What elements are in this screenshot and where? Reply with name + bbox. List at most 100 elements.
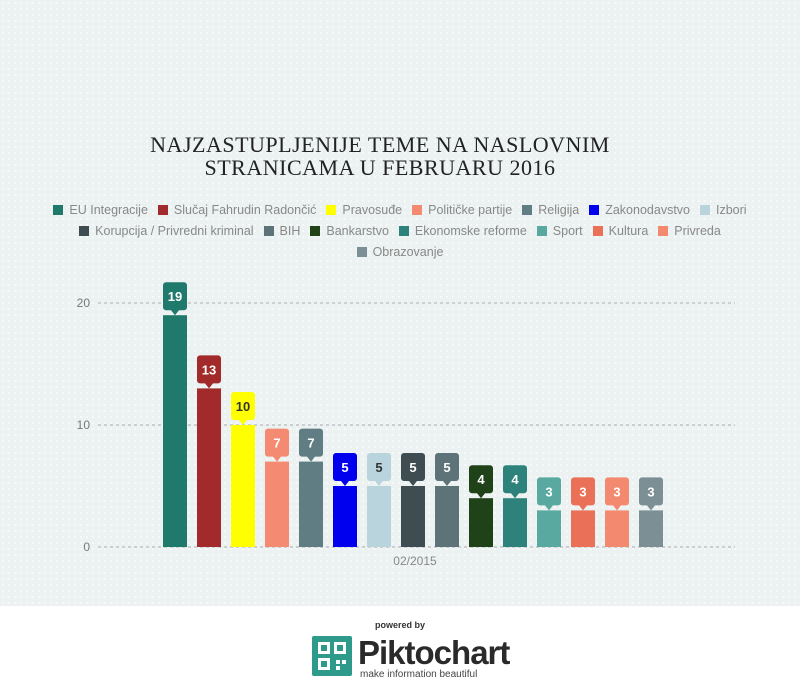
legend-label: Ekonomske reforme [414,224,527,238]
legend-label: Zakonodavstvo [605,203,690,217]
legend-item[interactable]: Religija [522,200,579,221]
data-label: 3 [545,484,552,499]
data-label-bubble [163,282,187,316]
legend-label: Religija [538,203,580,217]
bar [163,315,187,547]
data-label-bubble [571,477,595,511]
data-label: 5 [443,460,450,475]
bar [605,510,629,547]
y-tick-label: 20 [77,296,91,310]
data-label: 3 [613,484,620,499]
legend-item[interactable]: Pravosuđe [326,200,402,221]
bar [571,510,595,547]
footer: powered by Piktochart make information b… [0,606,800,688]
legend-item[interactable]: Slučaj Fahrudin Radončić [157,200,317,221]
bar [401,486,425,547]
legend-label: Sport [552,224,583,238]
legend-label: Slučaj Fahrudin Radončić [173,203,317,217]
x-category-label: 02/2015 [393,554,437,568]
bar [537,510,561,547]
legend-swatch [522,205,533,215]
legend-item[interactable]: EU Integracije [53,200,148,221]
bar [639,510,663,547]
legend-label: Političke partije [428,203,513,217]
data-label: 4 [477,472,485,487]
legend-item[interactable]: Zakonodavstvo [589,200,690,221]
data-label: 3 [647,484,654,499]
chart-title-line-1: NAJZASTUPLJENIJE TEME NA NASLOVNIM [150,132,610,157]
bar [469,498,493,547]
chart-title-line-2: STRANICAMA U FEBRUARU 2016 [204,155,556,180]
data-label-bubble [469,465,493,499]
legend-item[interactable]: Sport [536,221,583,242]
data-label-bubble [503,465,527,499]
data-label-bubble [639,477,663,511]
data-label: 10 [236,399,250,414]
data-label: 5 [409,460,416,475]
data-label-bubble [265,428,289,462]
legend-label: Bankarstvo [326,224,389,238]
data-label-bubble [197,355,221,389]
data-label-bubble [299,428,323,462]
data-label-bubble [231,392,255,425]
legend-item[interactable]: Korupcija / Privredni kriminal [79,221,254,242]
legend-swatch [326,205,337,215]
legend-swatch [157,205,168,215]
legend-label: Privreda [674,224,721,238]
legend-item[interactable]: BIH [263,221,301,242]
powered-by-text: powered by [374,620,425,630]
data-label: 3 [579,484,586,499]
legend-swatch [658,226,669,236]
legend-swatch [536,226,547,236]
bar [503,498,527,547]
legend-label: BIH [279,224,301,238]
y-tick-label: 10 [77,418,91,432]
legend-item[interactable]: Privreda [658,221,721,242]
data-label: 5 [341,460,348,475]
legend-label: Pravosuđe [342,203,403,217]
legend-swatch [589,205,600,215]
legend-label: Izbori [716,203,747,217]
legend-swatch [412,205,423,215]
legend-swatch [79,226,90,236]
legend-item[interactable]: Političke partije [412,200,512,221]
chart-title: NAJZASTUPLJENIJE TEME NA NASLOVNIM STRAN… [100,133,660,179]
legend-swatch [53,205,64,215]
legend-swatch [700,205,710,215]
legend-item[interactable]: Izbori [700,200,747,221]
data-label-bubble [605,477,629,511]
data-label-bubble [401,453,425,486]
data-label: 13 [202,362,216,377]
data-label-bubble [435,453,459,486]
bar [299,461,323,547]
data-label-bubble [367,453,391,486]
bar [197,388,221,547]
data-label-bubble [537,477,561,511]
y-tick-label: 0 [83,540,90,554]
bar [333,486,357,547]
legend-item[interactable]: Ekonomske reforme [398,221,527,242]
data-label-bubble [333,453,357,486]
legend-item[interactable]: Bankarstvo [310,221,389,242]
bar-chart: 0 10 20 19 13 10 7 7 5 5 5 5 4 4 3 3 3 3 02/2015 [77,282,735,568]
bar [367,486,391,547]
piktochart-logo-icon[interactable] [312,636,352,676]
legend-item[interactable]: Kultura [592,221,649,242]
data-label: 7 [273,436,280,451]
piktochart-brand[interactable]: Piktochart [358,634,510,671]
legend-label: Korupcija / Privredni kriminal [95,224,254,238]
bar [265,461,289,547]
legend-swatch [592,226,603,236]
legend-swatch [310,226,321,236]
data-label: 4 [511,472,519,487]
legend-item[interactable]: Obrazovanje [356,242,444,263]
legend-label: EU Integracije [69,203,148,217]
legend-swatch [263,226,274,236]
legend-label: Kultura [608,224,649,238]
legend-label: Obrazovanje [372,245,444,259]
legend: EU Integracije Slučaj Fahrudin Radončić Pr… [40,200,760,263]
data-label: 5 [375,460,382,475]
bar [231,425,255,547]
legend-swatch [398,226,409,236]
bar [435,486,459,547]
